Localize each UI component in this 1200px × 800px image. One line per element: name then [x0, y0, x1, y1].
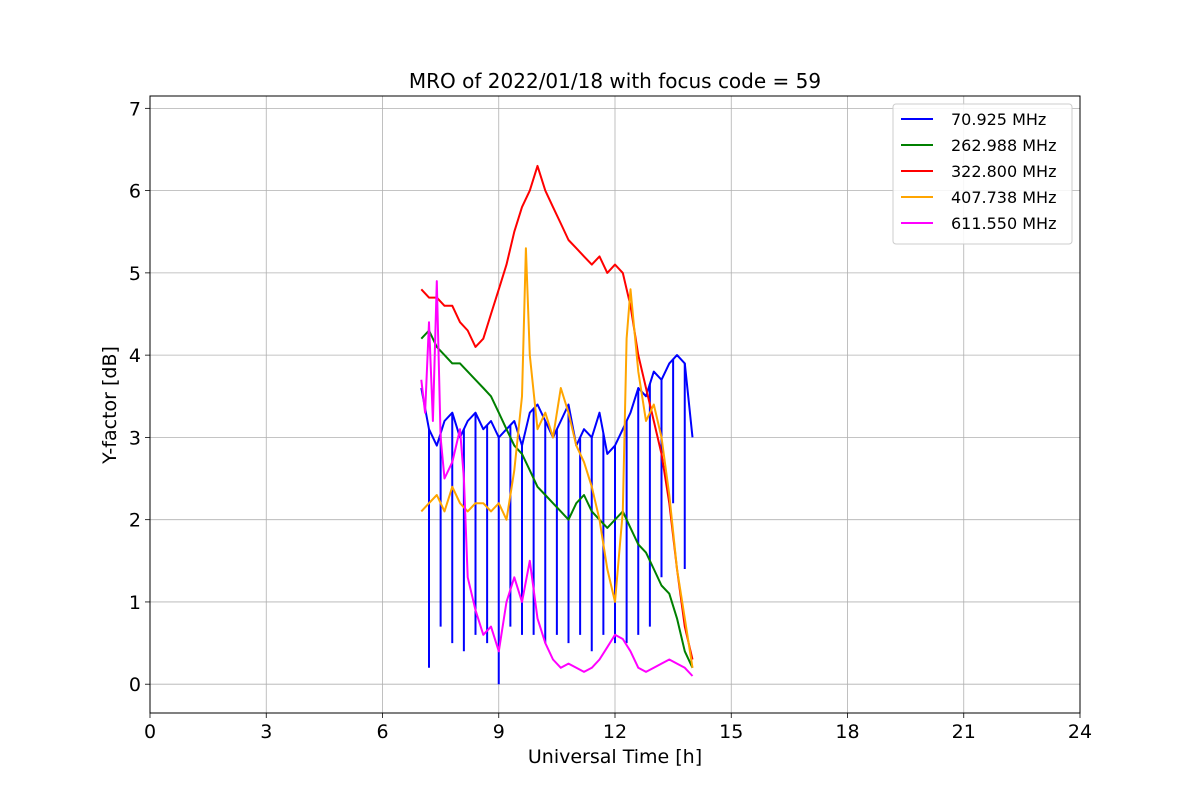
y-tick-label: 4 [129, 345, 141, 367]
y-axis-label: Y-factor [dB] [99, 346, 121, 465]
x-tick-label: 0 [144, 721, 156, 743]
y-tick-label: 7 [129, 98, 141, 120]
x-axis-label: Universal Time [h] [528, 746, 702, 768]
legend-label: 611.550 MHz [951, 214, 1056, 233]
y-tick-label: 2 [129, 510, 141, 532]
legend-label: 322.800 MHz [951, 162, 1056, 181]
y-tick-label: 3 [129, 427, 141, 449]
series-line [420, 247, 694, 668]
y-tick-label: 1 [129, 592, 141, 614]
x-tick-label: 21 [952, 721, 976, 743]
x-tick-label: 9 [493, 721, 505, 743]
x-tick-label: 3 [260, 721, 272, 743]
y-tick-label: 0 [129, 674, 141, 696]
legend-label: 407.738 MHz [951, 188, 1056, 207]
chart-title: MRO of 2022/01/18 with focus code = 59 [409, 69, 821, 93]
series-line [420, 280, 694, 677]
x-tick-label: 18 [835, 721, 859, 743]
legend-box [892, 103, 1073, 245]
y-tick-label: 5 [129, 263, 141, 285]
y-tick-label: 6 [129, 181, 141, 203]
series-line [420, 164, 694, 660]
x-tick-label: 15 [719, 721, 743, 743]
x-tick-label: 12 [603, 721, 627, 743]
series-line [420, 329, 694, 669]
legend-label: 262.988 MHz [951, 136, 1056, 155]
x-tick-label: 6 [376, 721, 388, 743]
plot-frame [149, 95, 1081, 714]
legend-label: 70.925 MHz [951, 110, 1046, 129]
x-tick-label: 24 [1068, 721, 1092, 743]
legend: 70.925 MHz 262.988 MHz 322.800 MHz 407.738 … [892, 103, 1073, 245]
